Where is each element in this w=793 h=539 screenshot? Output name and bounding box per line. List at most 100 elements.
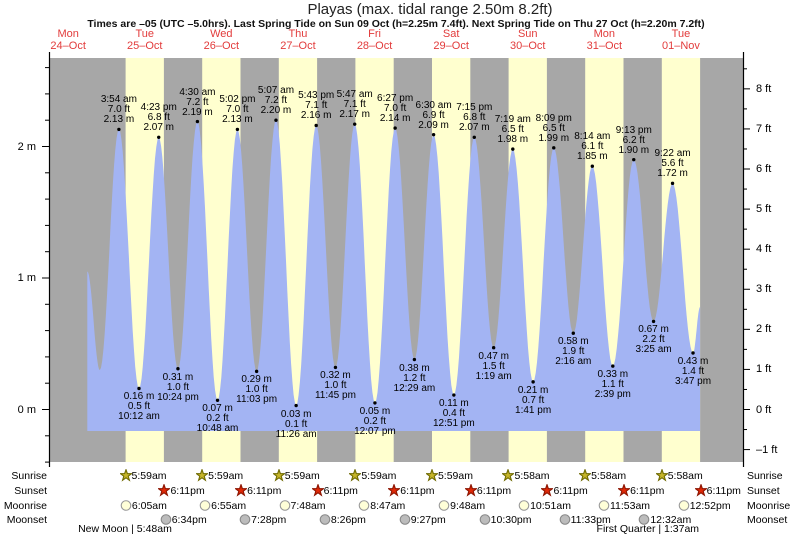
day-of-week: Wed (210, 28, 233, 40)
tide-m: 0.32 m (320, 370, 351, 382)
moonrise-icon (120, 500, 132, 511)
moonset-time: 8:26pm (330, 514, 366, 526)
sunset-time: 6:11pm (630, 485, 665, 497)
day-of-week: Sun (517, 28, 538, 40)
tide-time: 5:43 pm (298, 90, 335, 102)
tide-ft: 1.2 ft (403, 372, 426, 384)
high-tide-label: 5:02 pm 7.0 ft 2.13 m (205, 95, 269, 125)
tide-time: 11:03 pm (236, 394, 278, 406)
day-date: 25–Oct (127, 39, 163, 52)
moonset-icon (639, 514, 650, 525)
high-tide-label: 7:15 pm 6.8 ft 2.07 m (442, 103, 506, 133)
high-tide-label: 4:30 am 7.2 ft 2.19 m (165, 87, 229, 118)
tide-m: 2.19 m (182, 106, 213, 118)
moonset-icon (160, 514, 172, 525)
moonrise-icon (518, 500, 530, 511)
tide-ft: 2.2 ft (642, 334, 665, 346)
tide-time: 10:48 am (196, 423, 239, 435)
sunrise-row-label-left: Sunrise (11, 470, 47, 482)
tide-extreme-dot (691, 351, 695, 355)
tide-time: 5:02 pm (219, 94, 256, 106)
day-of-week: Tue (671, 28, 691, 40)
day-date: 31–Oct (586, 39, 623, 52)
low-tide-label: 0.38 m 1.2 ft 12:29 am (382, 363, 446, 394)
page-title: Playas (max. tidal range 2.50m 8.2ft) (307, 1, 553, 18)
tide-m: 2.07 m (143, 122, 175, 134)
tide-ft: 0.2 ft (206, 413, 229, 425)
high-tide-label: 7:19 am 6.5 ft 1.98 m (481, 115, 545, 145)
sunset-icon (235, 484, 248, 497)
moonrise-row-label-left: Moonrise (3, 500, 47, 512)
tide-extreme-dot (274, 118, 278, 122)
day-label: Fri 28–Oct (357, 28, 392, 52)
moonset-time: 7:28pm (251, 514, 287, 526)
sunrise-icon (349, 469, 362, 482)
moonset-time: 10:30pm (490, 514, 532, 526)
y-axis-label-ft: 0 ft (756, 403, 772, 416)
tide-time: 1:19 am (475, 370, 512, 382)
tide-m: 2.20 m (260, 105, 292, 117)
moonset-time: 11:33pm (570, 514, 611, 526)
tide-extreme-dot (157, 135, 161, 139)
y-axis-label-ft: –1 ft (756, 443, 778, 456)
low-tide-label: 0.43 m 1.4 ft 3:47 pm (661, 355, 725, 387)
day-date: 29–Oct (433, 39, 469, 52)
tide-extreme-dot (632, 157, 636, 162)
sunset-icon (158, 484, 171, 497)
tide-time: 3:47 pm (674, 375, 712, 387)
low-tide-label: 0.31 m 1.0 ft 10:24 pm (146, 372, 210, 403)
tide-time: 4:23 pm (140, 102, 177, 114)
sunrise-icon (425, 469, 438, 482)
moonset-icon (239, 514, 251, 525)
y-axis-label-ft: 3 ft (756, 283, 772, 296)
tide-extreme-dot (552, 146, 556, 150)
day-label: Mon 31–Oct (586, 28, 623, 52)
tide-extreme-dot (590, 164, 595, 168)
sunrise-icon (655, 469, 668, 482)
tide-ft: 0.5 ft (127, 401, 151, 413)
tide-m: 2.07 m (458, 122, 490, 134)
high-tide-label: 8:09 pm 6.5 ft 1.99 m (522, 113, 586, 144)
high-tide-label: 5:47 am 7.1 ft 2.17 m (323, 90, 387, 120)
tide-extreme-dot (651, 319, 656, 324)
tide-time: 7:15 pm (456, 102, 493, 114)
tide-m: 0.43 m (677, 355, 709, 367)
sunset-row-label-right: Sunset (747, 485, 780, 497)
day-label: Tue 25–Oct (127, 28, 163, 52)
day-label: Sat 29–Oct (433, 28, 469, 52)
moonrise-time: 8:47am (370, 500, 406, 512)
tide-m: 0.29 m (241, 374, 272, 386)
y-axis-label-ft: 1 ft (756, 363, 772, 376)
sunrise-time: 5:59am (284, 470, 320, 482)
tide-ft: 6.8 ft (147, 112, 170, 124)
low-tide-label: 0.07 m 0.2 ft 10:48 am (186, 404, 250, 434)
tide-curve-area (87, 120, 701, 431)
high-tide-label: 3:54 am 7.0 ft 2.13 m (87, 95, 151, 125)
tide-extreme-dot (294, 403, 298, 408)
moonset-icon (559, 514, 570, 525)
low-tide-label: 0.03 m 0.1 ft 11:26 am (264, 409, 328, 440)
tide-time: 3:54 am (100, 94, 137, 106)
tide-ft: 1.1 ft (601, 379, 624, 391)
tide-time: 1:41 pm (515, 404, 552, 416)
low-tide-label: 0.29 m 1.0 ft 11:03 pm (225, 375, 289, 405)
tide-ft: 7.2 ft (264, 95, 288, 107)
high-tide-label: 4:23 pm 6.8 ft 2.07 m (127, 103, 191, 133)
tide-extreme-dot (254, 369, 259, 374)
high-tide-label: 8:14 am 6.1 ft 1.85 m (560, 132, 624, 162)
day-of-week: Mon (593, 28, 616, 40)
tide-time: 6:27 pm (377, 93, 414, 105)
low-tide-label: 0.58 m 1.9 ft 2:16 am (541, 337, 605, 367)
tide-time: 8:14 am (574, 131, 611, 143)
tide-m: 1.85 m (577, 151, 608, 163)
tide-extreme-dot (491, 345, 496, 350)
sunset-icon (541, 484, 554, 497)
moonset-time: 12:32am (650, 514, 692, 526)
day-of-week: Fri (368, 28, 381, 40)
moonset-time: 6:34pm (171, 514, 207, 526)
sunrise-icon (579, 469, 592, 482)
sunset-time: 6:11pm (553, 485, 588, 497)
moon-phase-label: New Moon | 5:48am (78, 523, 172, 535)
moonrise-time: 7:48am (290, 500, 326, 512)
